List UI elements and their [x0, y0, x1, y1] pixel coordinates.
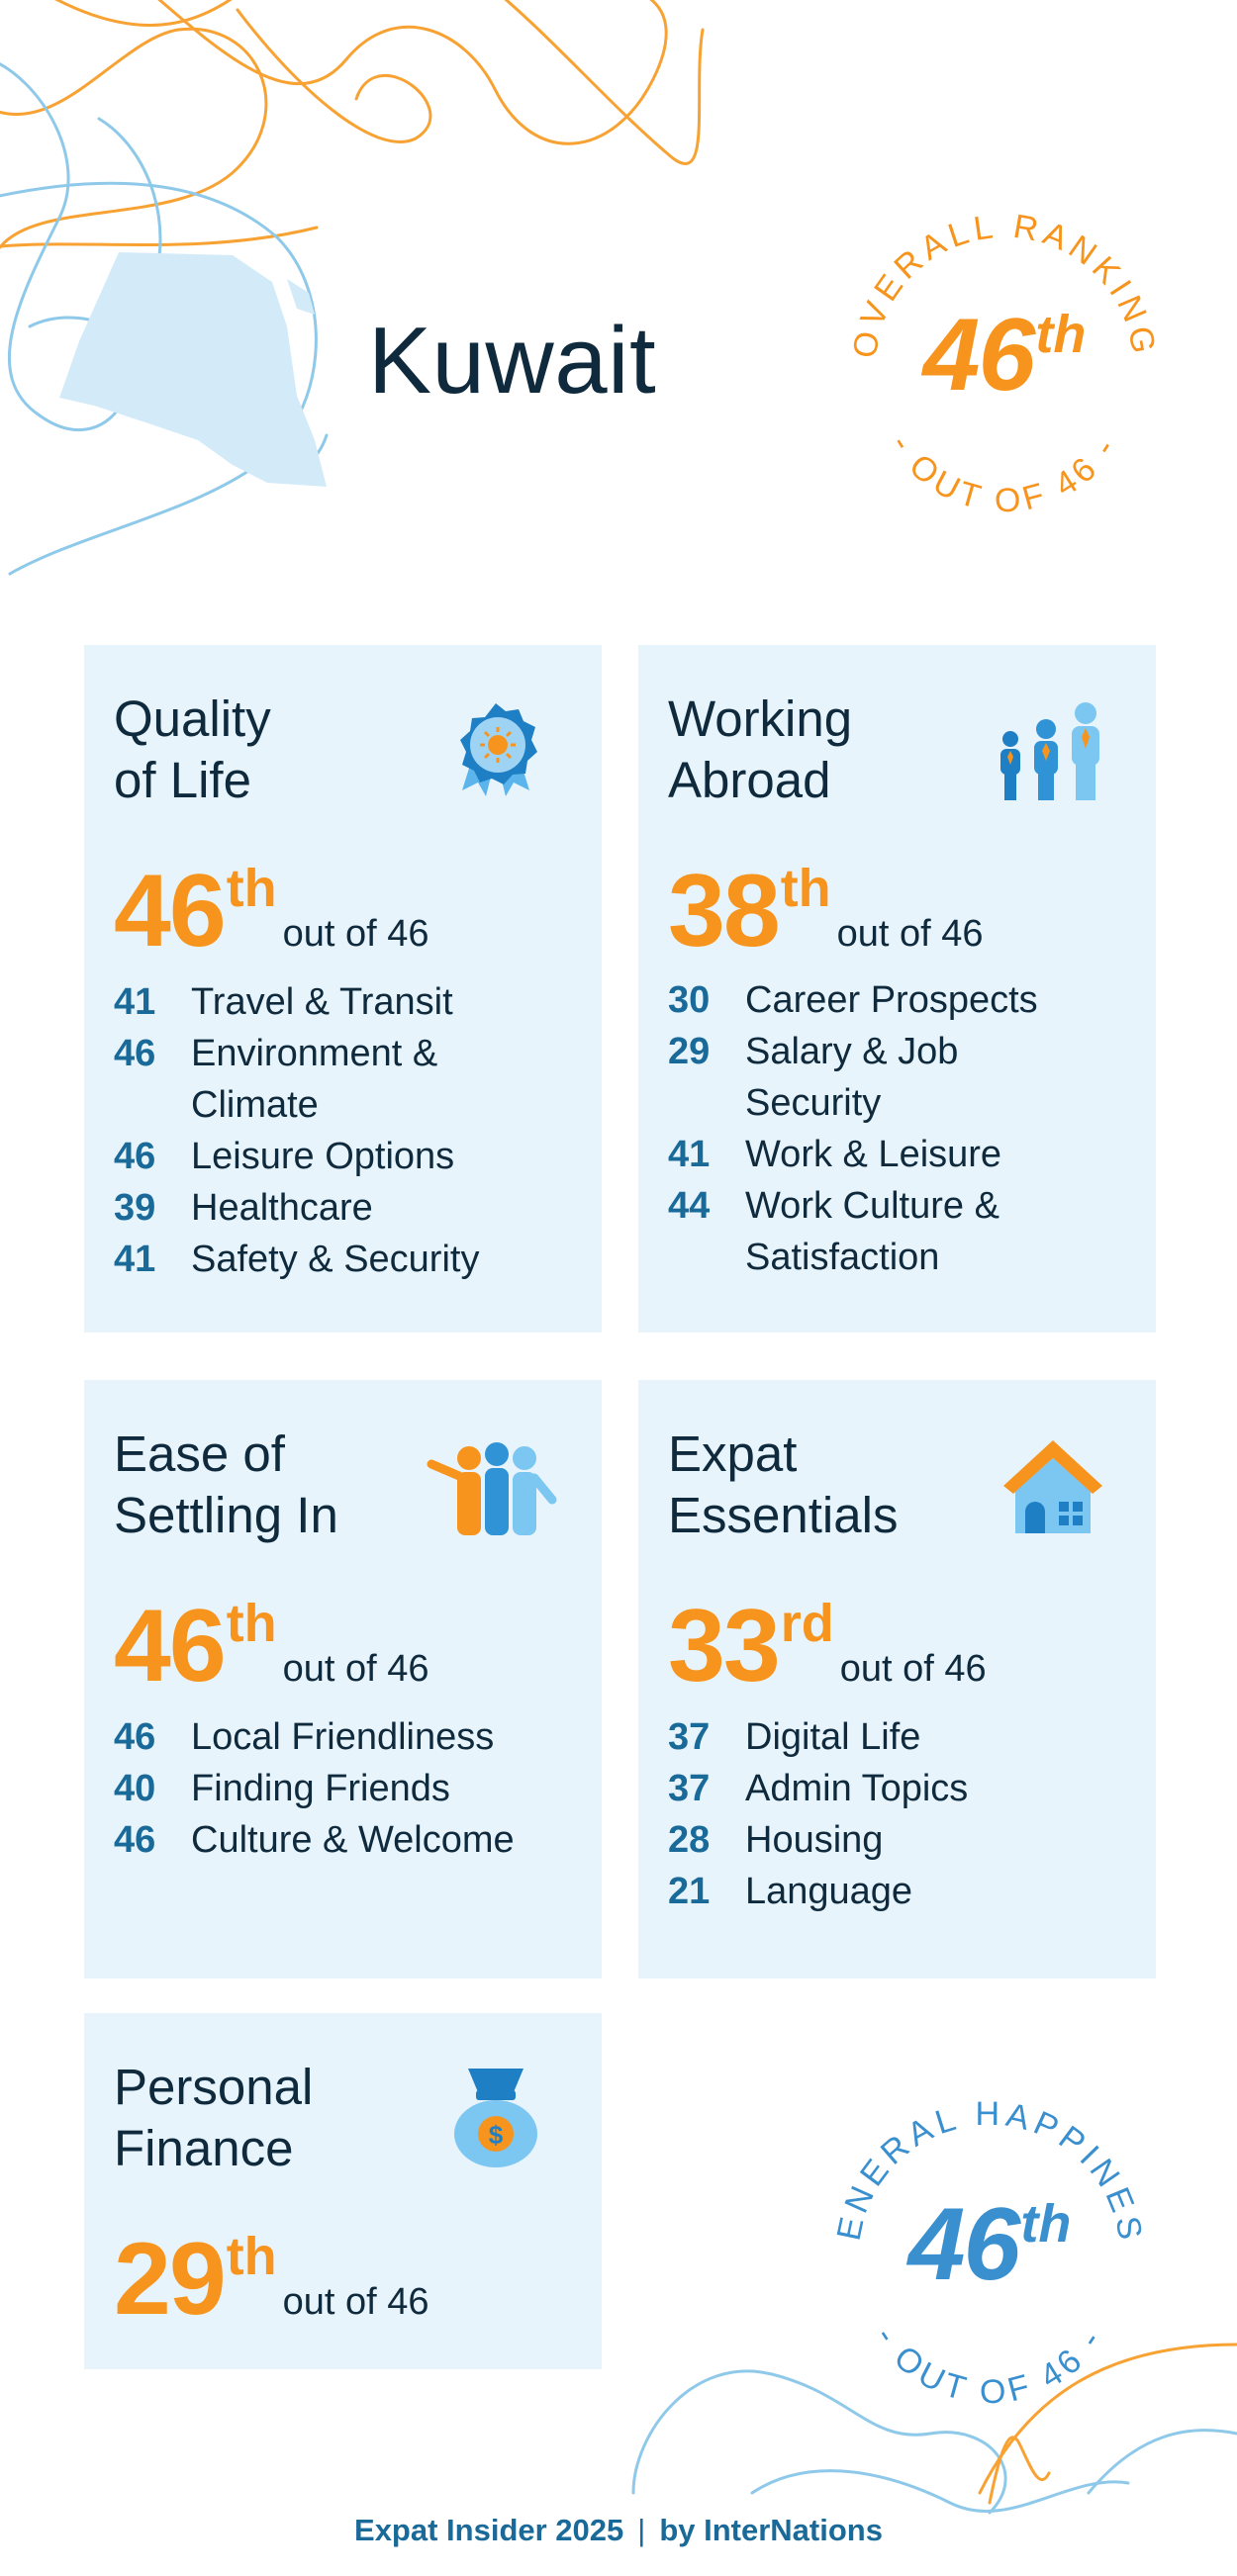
- happiness-arc-bottom: - OUT OF 46 -: [868, 2320, 1111, 2404]
- category-rank: 46thout of 46: [114, 854, 429, 968]
- subcategory-item: 28 Housing: [668, 1819, 884, 1861]
- subcategory-item: 40 Finding Friends: [114, 1768, 450, 1809]
- footer: Expat Insider 2025 | by InterNations: [0, 2513, 1237, 2548]
- overall-arc-bottom: - OUT OF 46 -: [883, 428, 1125, 514]
- country-title: Kuwait: [368, 308, 657, 414]
- card-personal-finance: Personal Finance $ 29thout of 46: [84, 2013, 602, 2369]
- subcategory-list: 30 Career Prospects 29 Salary & Job Securit…: [668, 974, 1136, 1283]
- subcategory-item: 46 Culture & Welcome: [114, 1819, 515, 1861]
- subcategory-item: 46 Environment & Climate: [114, 1033, 438, 1126]
- subcategory-item: 37 Admin Topics: [668, 1768, 969, 1809]
- happiness-rank: 46th: [907, 2187, 1072, 2302]
- footer-separator: |: [637, 2513, 646, 2547]
- subcategory-list: 37 Digital Life 37 Admin Topics 28 Housing …: [668, 1711, 1136, 1917]
- subcategory-item: 21 Language: [668, 1871, 913, 1912]
- footer-source: Expat Insider 2025: [354, 2513, 624, 2547]
- subcategory-item: 41 Work & Leisure: [668, 1134, 1002, 1175]
- card-title: Ease of Settling In: [114, 1426, 338, 1543]
- card-expat-essentials: Expat Essentials 33rdout of 46 37 Digital…: [638, 1380, 1156, 1978]
- card-working-abroad: Working Abroad 38thout of 46 30 Career Pr…: [638, 645, 1156, 1333]
- category-rank: 38thout of 46: [668, 854, 984, 968]
- overall-ranking-badge: OVERALL RANKING - OUT OF 46 - 46th: [846, 198, 1163, 514]
- category-rank: 33rdout of 46: [668, 1589, 987, 1703]
- house-icon: [1003, 1440, 1102, 1533]
- category-rank: 46thout of 46: [114, 1589, 429, 1703]
- general-happiness-badge: GENERAL HAPPINESS - OUT OF 46 - 46th: [831, 2087, 1148, 2404]
- subcategory-item: 41 Travel & Transit: [114, 981, 453, 1023]
- category-rank: 29thout of 46: [114, 2222, 429, 2337]
- subcategory-item: 46 Local Friendliness: [114, 1716, 495, 1758]
- subcategory-item: 39 Healthcare: [114, 1187, 373, 1229]
- subcategory-list: 46 Local Friendliness 40 Finding Friends 4…: [114, 1711, 582, 1866]
- card-ease-of-settling-in: Ease of Settling In 46thout of 46 46 Loca…: [84, 1380, 602, 1978]
- card-title: Personal Finance: [114, 2059, 314, 2176]
- money-bag-icon: $: [454, 2069, 537, 2167]
- friends-group-icon: [427, 1442, 557, 1535]
- card-title: Expat Essentials: [668, 1426, 899, 1543]
- award-medal-icon: [460, 703, 537, 796]
- svg-text:$: $: [489, 2120, 504, 2150]
- card-quality-of-life: Quality of Life 46thout of 46 41 Travel &…: [84, 645, 602, 1333]
- subcategory-item: 46 Leisure Options: [114, 1136, 455, 1177]
- subcategory-item: 29 Salary & Job Security: [668, 1031, 959, 1124]
- card-title: Working Abroad: [668, 690, 853, 808]
- subcategory-list: 41 Travel & Transit 46 Environment & Climat…: [114, 976, 582, 1285]
- subcategory-item: 41 Safety & Security: [114, 1239, 480, 1280]
- footer-brand: by InterNations: [659, 2513, 883, 2547]
- overall-rank: 46th: [922, 298, 1087, 413]
- subcategory-item: 37 Digital Life: [668, 1716, 921, 1758]
- career-people-icon: [1000, 702, 1099, 800]
- subcategory-item: 44 Work Culture & Satisfaction: [668, 1185, 999, 1278]
- card-title: Quality of Life: [114, 690, 271, 808]
- subcategory-item: 30 Career Prospects: [668, 979, 1038, 1021]
